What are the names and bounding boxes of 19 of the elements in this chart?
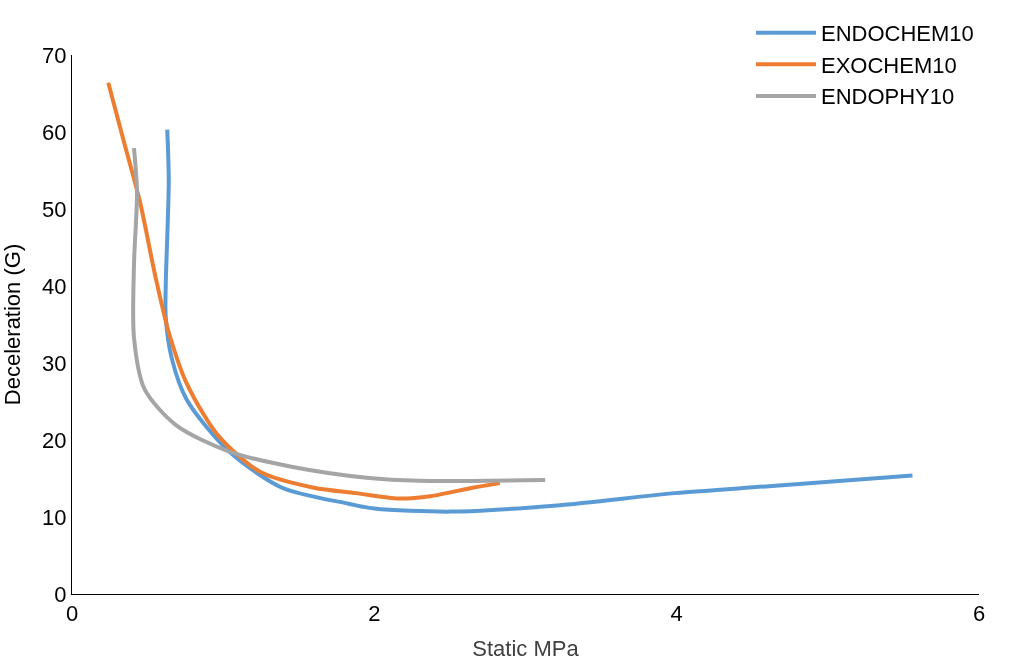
y-tick-label: 20	[42, 427, 67, 453]
legend-label: EXOCHEM10	[821, 52, 957, 78]
x-tick-label: 2	[368, 601, 381, 627]
y-tick-label: 70	[42, 42, 67, 68]
line-series	[131, 146, 548, 484]
x-axis-title: Static MPa	[472, 636, 580, 662]
legend-label: ENDOPHY10	[821, 84, 955, 110]
y-axis-title: Deceleration (G)	[0, 243, 25, 406]
x-tick-label: 6	[972, 601, 986, 627]
y-tick-label: 10	[42, 504, 67, 530]
line-series	[106, 80, 502, 501]
line-series	[163, 127, 915, 514]
y-tick-label: 60	[42, 119, 67, 145]
y-tick-label: 0	[54, 581, 67, 607]
x-tick-label: 4	[670, 601, 683, 627]
legend-label: ENDOCHEM10	[821, 21, 974, 47]
y-tick-label: 50	[42, 196, 67, 222]
y-tick-label: 40	[42, 273, 67, 299]
y-tick-label: 30	[42, 350, 67, 376]
